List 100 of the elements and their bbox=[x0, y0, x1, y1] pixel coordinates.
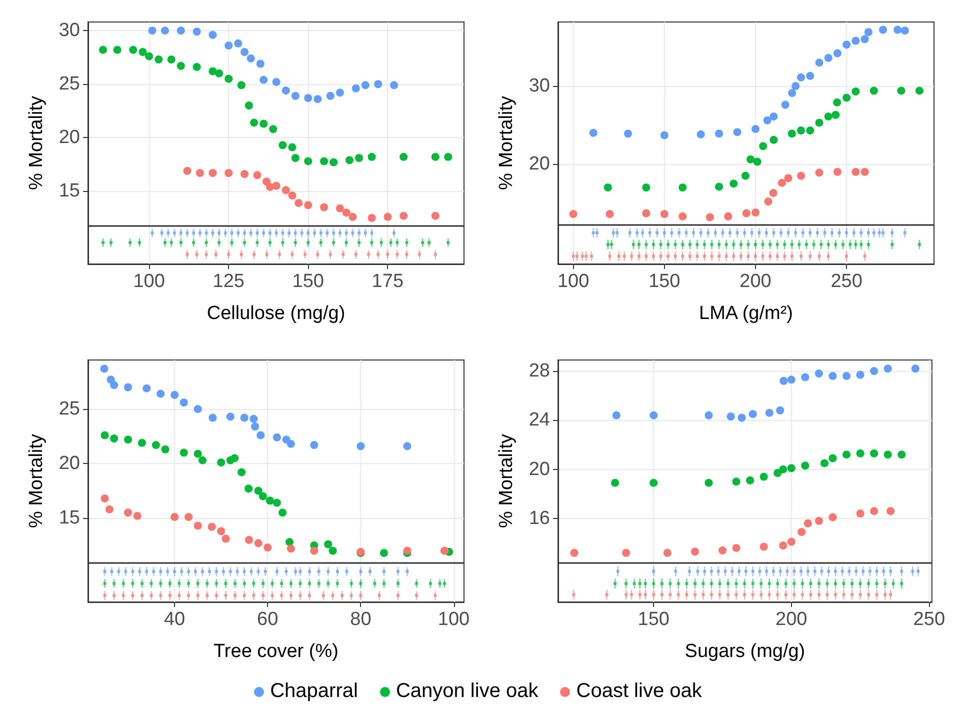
point bbox=[195, 252, 198, 256]
point bbox=[744, 570, 748, 573]
point bbox=[396, 241, 399, 244]
point bbox=[797, 73, 806, 82]
point bbox=[710, 570, 713, 573]
point bbox=[668, 582, 672, 586]
point bbox=[916, 570, 920, 573]
point bbox=[142, 384, 151, 392]
point bbox=[828, 372, 837, 380]
point bbox=[732, 254, 736, 258]
point bbox=[133, 512, 142, 520]
point bbox=[110, 434, 118, 442]
point bbox=[367, 252, 370, 256]
point bbox=[196, 594, 200, 597]
point bbox=[815, 58, 824, 67]
point bbox=[224, 74, 233, 83]
point bbox=[317, 570, 320, 573]
point bbox=[863, 254, 866, 258]
point bbox=[842, 94, 851, 102]
point bbox=[788, 130, 796, 138]
point bbox=[250, 570, 253, 573]
point bbox=[801, 231, 804, 234]
point bbox=[798, 242, 801, 246]
point bbox=[781, 100, 790, 109]
point bbox=[145, 52, 154, 60]
point bbox=[208, 30, 217, 39]
point bbox=[272, 78, 280, 86]
point bbox=[159, 570, 162, 573]
point bbox=[245, 536, 254, 544]
point bbox=[830, 231, 834, 234]
point bbox=[176, 26, 185, 35]
point bbox=[319, 241, 322, 244]
point bbox=[434, 252, 437, 256]
point bbox=[264, 570, 267, 573]
point bbox=[180, 448, 188, 457]
point bbox=[128, 241, 132, 244]
point bbox=[798, 528, 806, 536]
point bbox=[304, 157, 312, 166]
point bbox=[184, 512, 193, 521]
point bbox=[867, 582, 870, 586]
point bbox=[308, 570, 312, 573]
point bbox=[852, 87, 860, 96]
point bbox=[879, 26, 887, 34]
point bbox=[606, 242, 610, 246]
point bbox=[237, 81, 246, 90]
point bbox=[815, 118, 824, 127]
point bbox=[268, 231, 272, 234]
point bbox=[608, 254, 612, 258]
point bbox=[818, 254, 821, 258]
point bbox=[138, 241, 142, 244]
point bbox=[718, 546, 726, 554]
point bbox=[786, 231, 790, 234]
point bbox=[304, 94, 312, 102]
point bbox=[676, 593, 680, 596]
point bbox=[868, 570, 872, 573]
point bbox=[110, 381, 118, 390]
point bbox=[222, 534, 230, 543]
point bbox=[624, 593, 628, 596]
point bbox=[187, 570, 190, 573]
point bbox=[373, 582, 376, 585]
point bbox=[160, 231, 164, 234]
point bbox=[161, 445, 170, 454]
point bbox=[850, 582, 854, 586]
point bbox=[754, 242, 757, 246]
point bbox=[768, 582, 771, 586]
point bbox=[148, 26, 156, 35]
point bbox=[826, 593, 829, 596]
point bbox=[122, 594, 125, 597]
point bbox=[278, 508, 287, 517]
point bbox=[218, 231, 221, 234]
point bbox=[281, 241, 284, 244]
x-tick-label: 150 bbox=[638, 609, 670, 630]
point bbox=[884, 450, 892, 459]
point bbox=[350, 594, 353, 597]
point bbox=[194, 450, 202, 458]
point bbox=[804, 242, 808, 246]
point bbox=[776, 406, 784, 414]
point bbox=[841, 242, 844, 246]
point bbox=[730, 570, 734, 573]
point bbox=[894, 26, 902, 34]
point bbox=[320, 203, 328, 212]
point bbox=[368, 214, 376, 222]
point bbox=[786, 570, 789, 573]
point bbox=[572, 254, 575, 258]
point bbox=[101, 241, 104, 244]
point bbox=[194, 405, 202, 414]
point bbox=[244, 484, 253, 493]
point bbox=[733, 128, 742, 136]
point bbox=[446, 241, 450, 244]
point bbox=[320, 157, 328, 166]
point bbox=[703, 570, 706, 573]
point bbox=[204, 231, 208, 234]
point bbox=[842, 372, 850, 380]
point bbox=[900, 26, 909, 35]
point bbox=[303, 252, 306, 256]
point bbox=[648, 231, 652, 234]
point bbox=[580, 254, 584, 258]
y-tick-label: 30 bbox=[528, 76, 550, 97]
point bbox=[779, 541, 788, 550]
point bbox=[256, 241, 259, 244]
